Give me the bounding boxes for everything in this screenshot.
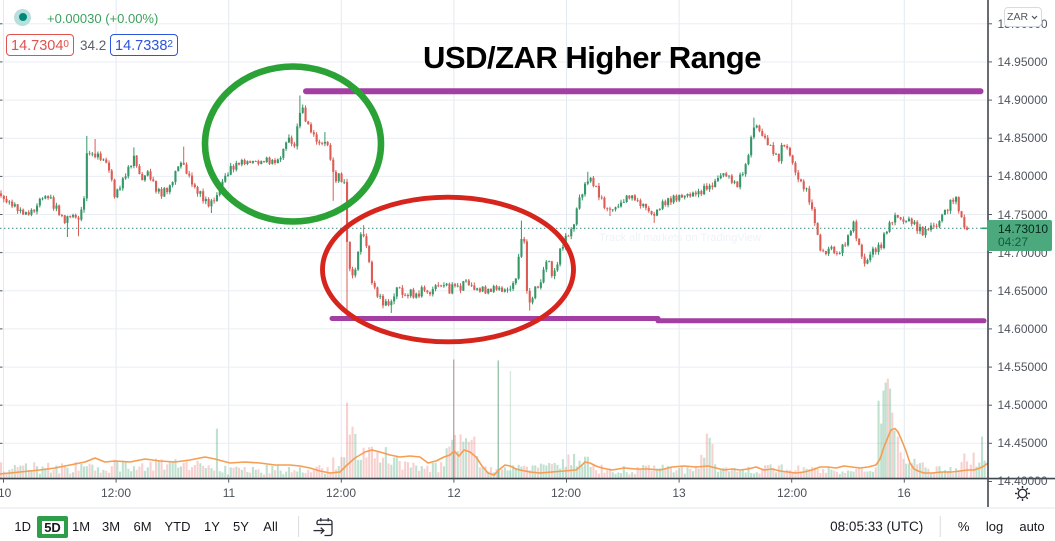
svg-text:Track all markets on TradingVi: Track all markets on TradingView — [599, 232, 761, 244]
